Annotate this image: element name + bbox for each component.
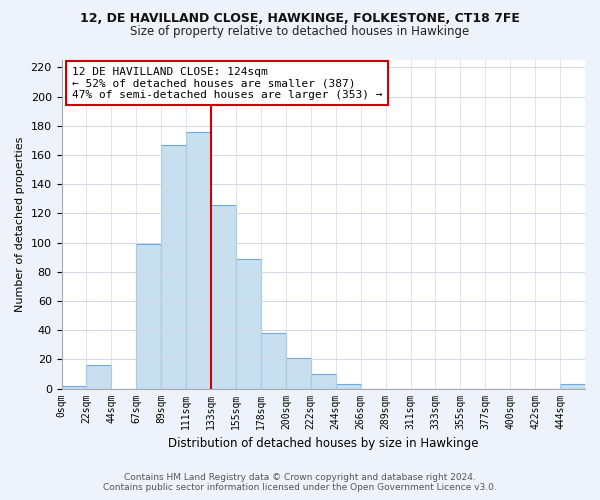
Bar	[136, 244, 161, 388]
Bar	[336, 384, 361, 388]
Bar	[211, 204, 236, 388]
Text: 12, DE HAVILLAND CLOSE, HAWKINGE, FOLKESTONE, CT18 7FE: 12, DE HAVILLAND CLOSE, HAWKINGE, FOLKES…	[80, 12, 520, 26]
Text: Size of property relative to detached houses in Hawkinge: Size of property relative to detached ho…	[130, 25, 470, 38]
Bar	[560, 384, 585, 388]
Bar	[236, 258, 261, 388]
Bar	[86, 365, 112, 388]
Y-axis label: Number of detached properties: Number of detached properties	[15, 136, 25, 312]
Text: 12 DE HAVILLAND CLOSE: 124sqm
← 52% of detached houses are smaller (387)
47% of : 12 DE HAVILLAND CLOSE: 124sqm ← 52% of d…	[72, 66, 382, 100]
Bar	[161, 144, 186, 388]
Bar	[186, 132, 211, 388]
Bar	[62, 386, 86, 388]
Bar	[286, 358, 311, 388]
Bar	[261, 333, 286, 388]
Bar	[311, 374, 336, 388]
X-axis label: Distribution of detached houses by size in Hawkinge: Distribution of detached houses by size …	[168, 437, 479, 450]
Text: Contains HM Land Registry data © Crown copyright and database right 2024.
Contai: Contains HM Land Registry data © Crown c…	[103, 473, 497, 492]
